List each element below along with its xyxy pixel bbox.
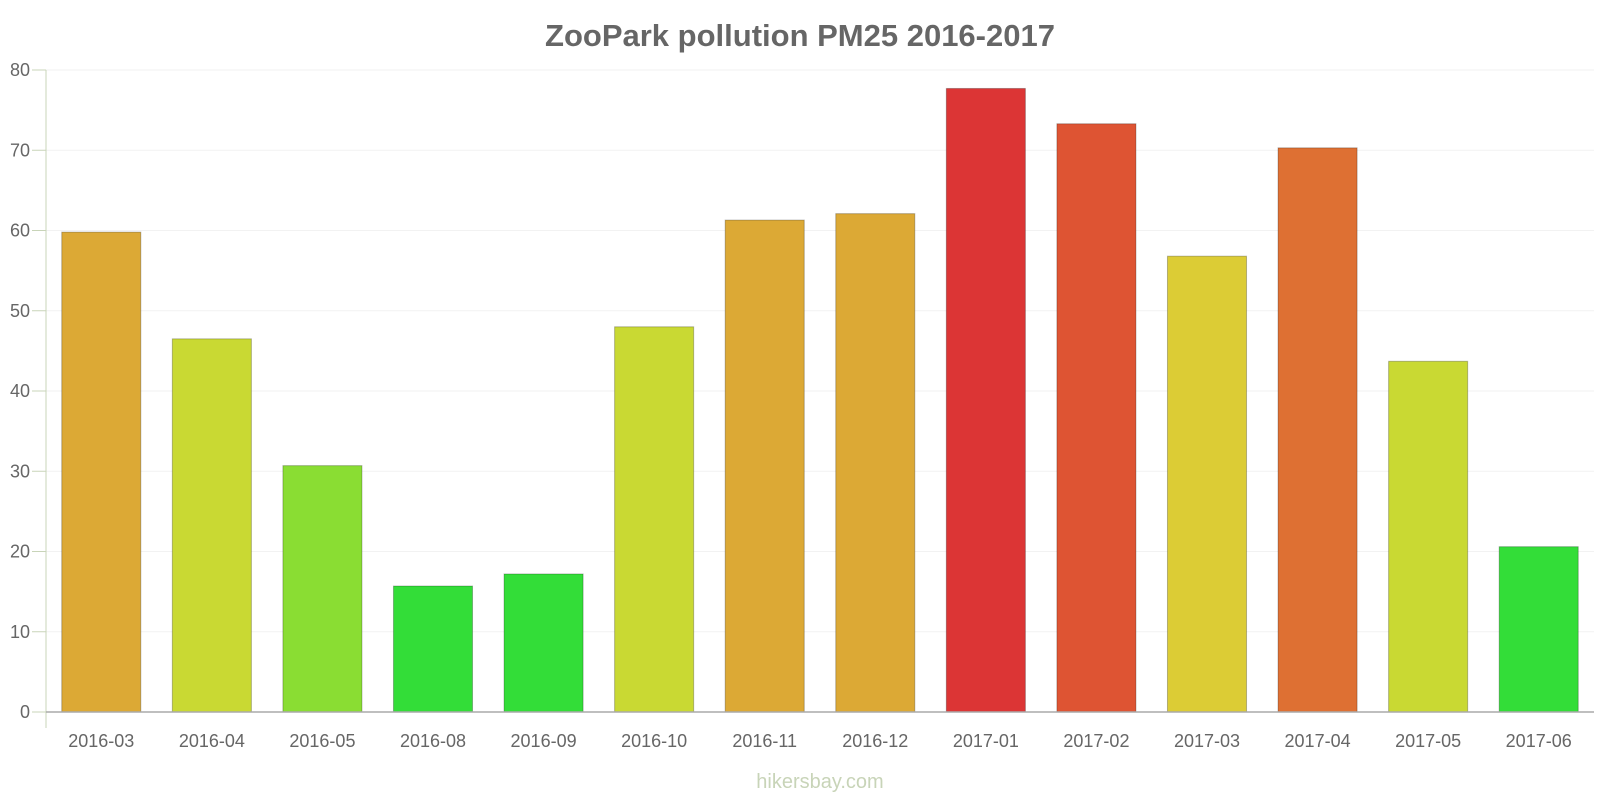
bar-2016-08 [392, 585, 474, 713]
grid-lines [46, 69, 1594, 633]
watermark-text: hikersbay.com [756, 771, 883, 793]
y-tick-labels: 0 10 20 30 40 50 60 70 80 [10, 60, 46, 722]
x-tick-label: 2016-08 [400, 731, 466, 751]
x-tick-labels: 2016-03 2016-04 2016-05 2016-08 2016-09 2016-… [68, 731, 1571, 751]
bar-2016-04 [171, 338, 252, 713]
x-tick-label: 2016-05 [289, 731, 355, 751]
y-tick-label: 30 [10, 461, 30, 481]
y-tick-label: 50 [10, 301, 30, 321]
x-tick-label: 2017-06 [1506, 731, 1572, 751]
x-tick-label: 2017-03 [1174, 731, 1240, 751]
bar-2017-02 [1056, 123, 1137, 713]
x-tick-label: 2016-09 [511, 731, 577, 751]
y-tick-label: 20 [10, 542, 30, 562]
x-tick-label: 2016-03 [68, 731, 134, 751]
bar-2017-04 [1277, 147, 1358, 713]
chart-title: ZooPark pollution PM25 2016-2017 [545, 18, 1055, 53]
bar-2016-03 [61, 231, 142, 713]
y-tick-label: 0 [20, 702, 30, 722]
bar-2017-01 [945, 87, 1026, 713]
bar-2016-05 [282, 465, 363, 713]
bar-2017-05 [1388, 360, 1469, 713]
y-tick-label: 70 [10, 140, 30, 160]
y-tick-label: 80 [10, 60, 30, 80]
x-tick-label: 2016-10 [621, 731, 687, 751]
x-tick-label: 2017-02 [1063, 731, 1129, 751]
bar-series [61, 87, 1579, 713]
bar-2016-12 [835, 213, 916, 713]
bar-2017-03 [1166, 255, 1248, 713]
bar-2016-11 [724, 219, 805, 713]
y-tick-label: 40 [10, 381, 30, 401]
y-tick-label: 60 [10, 221, 30, 241]
x-tick-label: 2017-04 [1285, 731, 1351, 751]
x-tick-label: 2016-12 [842, 731, 908, 751]
x-tick-label: 2017-05 [1395, 731, 1461, 751]
y-tick-label: 10 [10, 622, 30, 642]
x-tick-label: 2017-01 [953, 731, 1019, 751]
bar-2017-06 [1498, 546, 1579, 713]
x-tick-label: 2016-11 [732, 731, 797, 751]
x-tick-label: 2016-04 [179, 731, 245, 751]
axes [45, 70, 1594, 728]
bar-2016-09 [503, 573, 584, 713]
bar-2016-10 [614, 326, 695, 713]
